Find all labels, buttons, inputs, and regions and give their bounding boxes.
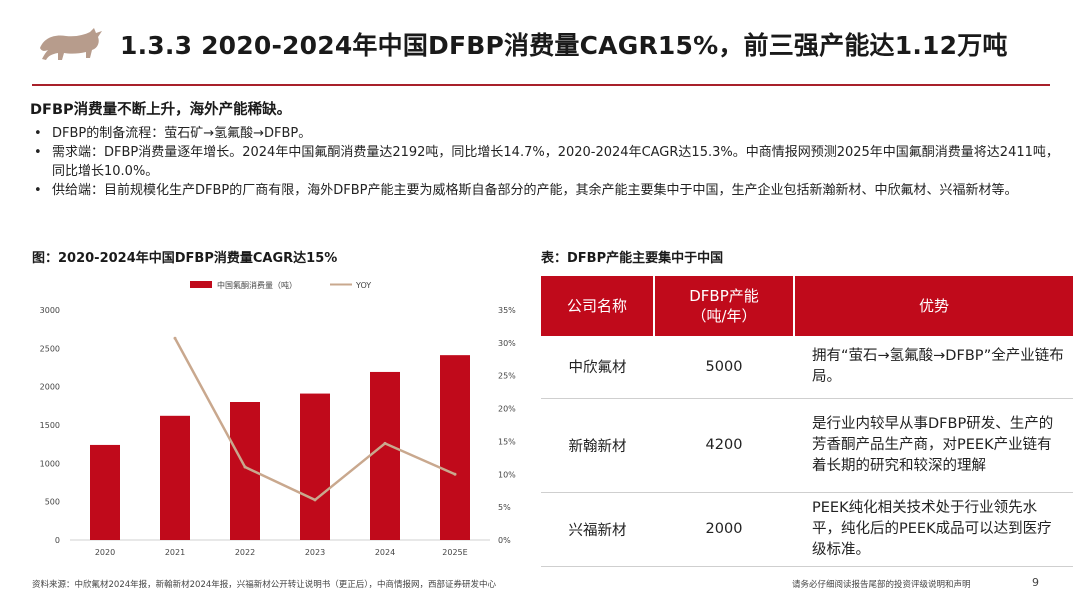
table-header-row: 公司名称 DFBP产能（吨/年） 优势 — [541, 276, 1073, 336]
table-row: 新翰新材 4200 是行业内较早从事DFBP研发、生产的芳香酮产品生产商，对PE… — [541, 398, 1073, 493]
yoy-point — [453, 472, 457, 476]
capacity-table: 公司名称 DFBP产能（吨/年） 优势 中欣氟材 5000 拥有“萤石→氢氟酸→… — [541, 276, 1073, 567]
title-divider — [32, 84, 1050, 86]
summary-bullets: • DFBP的制备流程：萤石矿→氢氟酸→DFBP。 • 需求端：DFBP消费量逐年增… — [34, 124, 1064, 200]
yoy-point — [313, 498, 317, 502]
bar — [90, 444, 120, 540]
table-row: 兴福新材 2000 PEEK纯化相关技术处于行业领先水平，纯化后的PEEK成品可… — [541, 492, 1073, 567]
bar — [160, 415, 190, 540]
bar — [300, 393, 330, 540]
y-tick-label: 2000 — [40, 383, 60, 392]
legend-label-line: YOY — [355, 281, 371, 290]
x-tick-label: 2024 — [375, 548, 395, 557]
bull-logo-icon — [40, 28, 102, 60]
summary-headline: DFBP消费量不断上升，海外产能稀缺。 — [30, 102, 292, 118]
y-tick-label: 3000 — [40, 306, 60, 315]
bar — [370, 371, 400, 540]
table-row: 中欣氟材 5000 拥有“萤石→氢氟酸→DFBP”全产业链布局。 — [541, 336, 1073, 399]
yoy-point — [383, 441, 387, 445]
consumption-chart: 0 500 1000 1500 2000 2500 3000 0% 5% 10% 15% 20% 25%… — [40, 280, 517, 557]
x-tick-label: 2021 — [165, 548, 185, 557]
cell-company: 新翰新材 — [541, 398, 654, 493]
y-tick-label: 500 — [45, 498, 60, 507]
table-caption: 表：DFBP产能主要集中于中国 — [541, 251, 724, 266]
bar — [440, 355, 470, 540]
legend-label-bar: 中国氟酮消费量（吨） — [217, 280, 297, 290]
bullet-item: • DFBP的制备流程：萤石矿→氢氟酸→DFBP。 — [34, 126, 312, 141]
x-tick-label: 2022 — [235, 548, 255, 557]
y-tick-label: 2500 — [40, 344, 60, 353]
cell-advantage: 拥有“萤石→氢氟酸→DFBP”全产业链布局。 — [794, 336, 1073, 399]
header-company: 公司名称 — [541, 276, 655, 336]
x-tick-label: 2020 — [95, 548, 115, 557]
y2-tick-label: 35% — [498, 306, 516, 315]
cell-capacity: 4200 — [654, 398, 794, 493]
y2-tick-label: 15% — [498, 437, 516, 446]
y2-tick-label: 25% — [498, 372, 516, 381]
header-advantage: 优势 — [794, 276, 1073, 336]
y2-tick-label: 5% — [498, 503, 511, 512]
yoy-point — [173, 336, 177, 340]
cell-company: 兴福新材 — [541, 492, 654, 567]
y-tick-label: 0 — [55, 536, 60, 545]
cell-capacity: 5000 — [654, 336, 794, 399]
y2-tick-label: 20% — [498, 405, 516, 414]
x-tick-label: 2023 — [305, 548, 325, 557]
y2-tick-label: 30% — [498, 339, 516, 348]
cell-company: 中欣氟材 — [541, 336, 654, 399]
header-capacity: DFBP产能（吨/年） — [654, 276, 795, 336]
disclaimer: 请务必仔细阅读报告尾部的投资评级说明和声明 — [792, 580, 971, 590]
page-title: 1.3.3 2020-2024年中国DFBP消费量CAGR15%，前三强产能达1… — [120, 31, 1008, 60]
legend-swatch-bar — [190, 281, 212, 288]
bullet-item: • 供给端：目前规模化生产DFBP的厂商有限，海外DFBP产能主要为威格斯自备部分… — [34, 183, 1018, 198]
figure-caption: 图：2020-2024年中国DFBP消费量CAGR达15% — [32, 251, 338, 266]
x-tick-label: 2025E — [442, 548, 467, 557]
y-tick-label: 1000 — [40, 459, 60, 468]
bullet-item: • 需求端：DFBP消费量逐年增长。2024年中国氟酮消费量达2192吨，同比增长… — [34, 145, 1059, 179]
y-tick-label: 1500 — [40, 421, 60, 430]
source-note: 资料来源：中欣氟材2024年报，新翰新材2024年报，兴福新材公开转让说明书（更… — [32, 580, 497, 590]
page-number: 9 — [1032, 576, 1039, 589]
cell-advantage: 是行业内较早从事DFBP研发、生产的芳香酮产品生产商，对PEEK产业链有着长期的… — [794, 398, 1073, 493]
cell-advantage: PEEK纯化相关技术处于行业领先水平，纯化后的PEEK成品可以达到医疗级标准。 — [794, 492, 1073, 567]
y2-tick-label: 0% — [498, 536, 511, 545]
cell-capacity: 2000 — [654, 492, 794, 567]
y2-tick-label: 10% — [498, 470, 516, 479]
yoy-point — [243, 465, 247, 469]
